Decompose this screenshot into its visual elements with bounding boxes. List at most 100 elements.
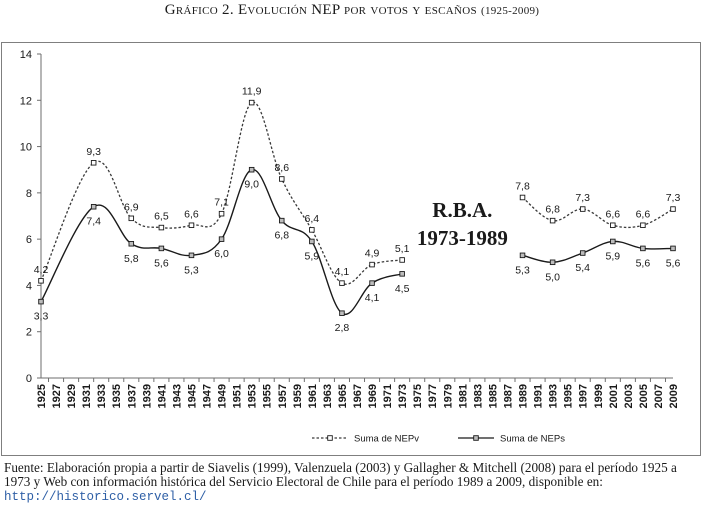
series-line [40,169,403,316]
x-tick-label: 1993 [548,384,560,408]
x-tick-label: 1969 [367,384,379,408]
data-point-marker [188,222,195,229]
x-tick-label: 1945 [186,384,198,408]
x-tick-label: 2005 [638,384,650,408]
data-point-marker [549,217,556,224]
series-neps [38,166,676,316]
data-point-marker [248,99,255,106]
data-point-marker [519,194,526,201]
x-tick-label: 1987 [502,384,514,408]
data-label: 6,8 [274,230,289,242]
y-tick-label: 10 [20,142,32,154]
data-point-marker [309,238,315,245]
legend-label: Suma de NEPv [354,434,419,445]
data-label: 5,3 [515,264,530,276]
data-label: 6,6 [636,208,651,220]
legend-marker [327,435,333,441]
x-tick-label: 1981 [457,384,469,408]
x-tick-label: 1995 [563,384,575,408]
x-tick-label: 1931 [81,384,93,408]
data-point-marker [610,222,616,229]
x-tick-label: 1985 [487,384,499,408]
x-tick-label: 1977 [427,384,439,408]
x-tick-label: 1941 [156,384,168,408]
data-label: 7,8 [515,180,530,192]
data-point-marker [640,245,646,252]
y-tick-label: 0 [26,373,32,385]
data-label: 6,9 [124,201,139,213]
x-tick-label: 1929 [66,384,78,408]
x-tick-label: 2003 [623,384,635,408]
data-point-marker [519,252,526,259]
data-label: 5,6 [154,257,169,269]
x-tick-label: 1971 [382,384,394,408]
x-tick-label: 1983 [472,384,484,408]
legend-label: Suma de NEPs [500,434,565,445]
y-tick-label: 14 [20,49,32,61]
data-label: 5,8 [124,253,139,265]
x-tick-label: 1925 [36,384,48,408]
data-label: 8,6 [274,162,289,174]
data-point-marker [218,236,225,242]
data-label: 6,4 [305,213,320,225]
data-label: 6,0 [214,248,229,260]
figure-heading: Gráfico 2. Evolución NEP por votos y esc… [0,2,704,19]
x-tick-label: 1939 [141,384,153,408]
y-tick-label: 2 [26,327,32,339]
x-tick-label: 1963 [322,384,334,408]
data-point-marker [579,206,586,212]
data-label: 7,3 [666,192,681,204]
data-label: 6,6 [606,208,621,220]
data-label: 5,9 [606,250,621,262]
x-tick-label: 1937 [126,384,138,408]
x-tick-label: 1967 [352,384,364,408]
data-point-marker [399,257,405,263]
data-point-marker [610,238,616,245]
x-tick-label: 1957 [277,384,289,408]
x-tick-label: 1991 [533,384,545,408]
data-label: 4,1 [365,292,380,304]
y-tick-label: 6 [26,234,32,246]
data-point-marker [128,241,135,247]
data-label: 5,6 [666,257,681,269]
data-point-marker [339,310,345,316]
x-tick-label: 1959 [292,384,304,408]
data-point-marker [158,224,165,231]
data-label: 4,9 [365,248,380,260]
chart-annotation: R.B.A. 1973-1989 [417,198,508,250]
chart-legend: Suma de NEPv Suma de NEPs [312,434,565,445]
data-label: 7,1 [214,197,229,209]
y-tick-label: 4 [26,280,32,292]
chart-series [38,99,676,316]
x-tick-label: 1979 [442,384,454,408]
legend-item-nepv: Suma de NEPv [312,434,419,445]
data-label: 4,5 [395,283,410,295]
y-tick-label: 12 [20,95,32,107]
annotation-line-1: R.B.A. [432,198,492,222]
data-point-marker [640,222,646,229]
data-label: 5,1 [395,243,410,255]
x-tick-label: 1943 [171,384,183,408]
data-point-marker [369,280,375,286]
data-point-marker [579,250,586,256]
x-tick-label: 1949 [217,384,229,408]
x-tick-label: 1973 [397,384,409,408]
figure-heading-years: (1925-2009) [480,5,540,17]
data-point-marker [279,176,285,182]
legend-item-neps: Suma de NEPs [458,434,565,445]
data-label: 6,5 [154,211,169,223]
data-label: 4,1 [335,266,350,278]
x-tick-label: 1997 [578,384,590,408]
x-tick-label: 1927 [51,384,63,408]
data-point-marker [399,271,405,277]
x-tick-label: 1961 [307,384,319,408]
source-link[interactable]: http://historico.servel.cl/ [4,490,207,505]
data-point-marker [158,245,165,252]
data-label: 3,3 [34,311,49,323]
data-point-marker [549,259,556,266]
data-label: 7,4 [86,216,101,228]
data-point-marker [90,160,97,166]
legend-marker [473,435,479,441]
data-point-marker [279,217,285,224]
